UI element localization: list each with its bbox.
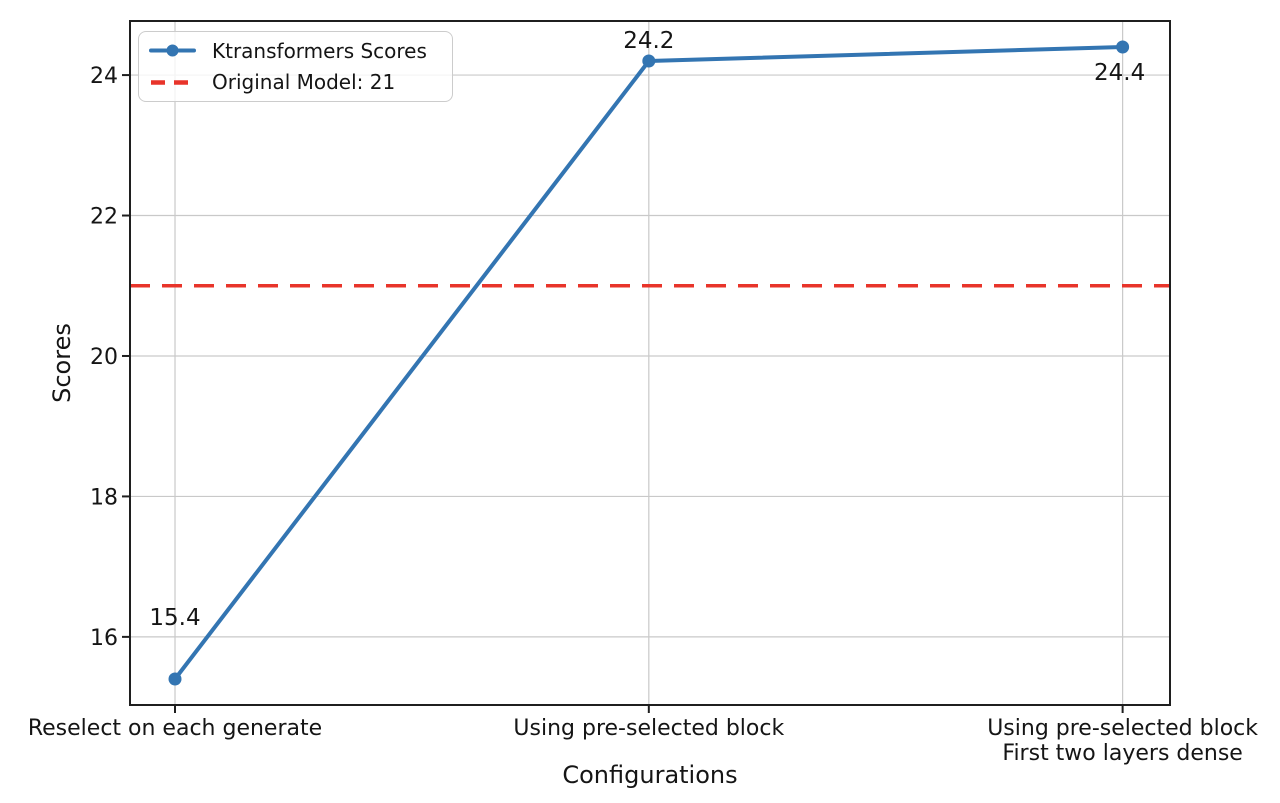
y-tick-label: 22	[90, 205, 118, 230]
point-value-label: 24.4	[1094, 60, 1145, 86]
point-value-label: 24.2	[623, 28, 674, 54]
legend-item-refline: Original Model: 21	[149, 67, 442, 99]
data-point-marker	[168, 672, 182, 686]
line-marker-icon	[149, 44, 196, 57]
legend-series-marker	[166, 44, 179, 57]
y-axis-title: Scores	[48, 323, 76, 403]
x-axis-title: Configurations	[562, 761, 738, 789]
y-tick-label: 16	[90, 626, 118, 651]
y-tick-label: 20	[90, 345, 118, 370]
x-tick-label: Using pre-selected block	[513, 716, 784, 741]
y-tick-label: 18	[90, 485, 118, 510]
legend: Ktransformers Scores Original Model: 21	[138, 31, 453, 102]
legend-refline-label: Original Model: 21	[212, 70, 396, 95]
x-tick-label: Using pre-selected block First two layers…	[987, 716, 1258, 766]
legend-item-series: Ktransformers Scores	[149, 35, 442, 67]
point-value-label: 15.4	[149, 605, 200, 631]
dashed-line-icon	[151, 80, 194, 85]
axes-spines	[129, 20, 1171, 706]
y-tick-label: 24	[90, 64, 118, 89]
data-point-marker	[642, 54, 656, 68]
data-point-marker	[1116, 40, 1130, 54]
x-tick-label: Reselect on each generate	[28, 716, 322, 741]
legend-series-label: Ktransformers Scores	[212, 38, 427, 63]
